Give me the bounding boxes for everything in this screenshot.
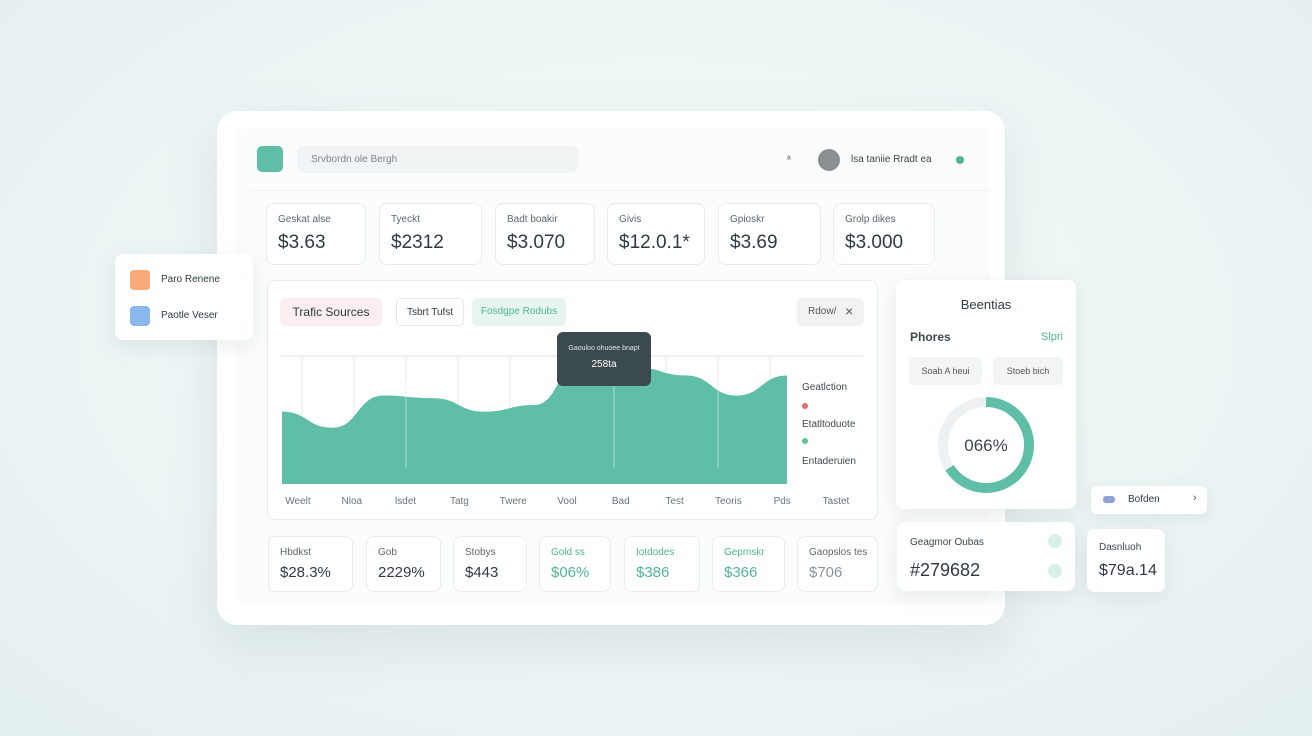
x-tick-label: Nloa [342,496,363,507]
action-button[interactable]: Rdow/ [797,298,864,326]
x-tick-label: Test [665,496,684,507]
summary-value: #279682 [910,560,981,580]
stat-value: $12.0.1* [619,232,690,253]
stat-card [379,203,482,265]
stat-value: $3.070 [507,232,566,253]
menu-item[interactable]: Paro Renene [161,274,220,285]
metric-label: Gold ss [551,547,585,558]
metric-label: Stobys [465,547,496,558]
metric-value: 2229% [378,564,425,581]
x-tick-label: Tastet [823,496,850,507]
close-icon: × [845,303,854,319]
x-tick-label: Teoris [715,496,742,507]
x-tick-label: lsdet [395,496,416,507]
metric-label: Iotdodes [636,547,675,558]
x-tick-label: Tatg [450,496,469,507]
area [282,355,787,484]
mini-value: $79a.14 [1099,562,1157,579]
stat-label: Gpioskr [730,214,765,225]
summary-label: Geagmor Oubas [910,537,984,548]
panel-button[interactable]: Soab A heui [909,357,982,385]
stat-label: Badt boakir [507,214,558,225]
stat-value: $3.63 [278,232,326,253]
metric-label: Gob [378,547,397,558]
check [1048,564,1062,578]
divider [250,190,988,191]
stat-card [718,203,821,265]
search-placeholder: Srvbordn ole Bergh [311,154,398,165]
metric-label: Hbdkst [280,547,312,558]
metric-card [712,536,785,592]
mini-label: Dasnluoh [1099,542,1142,553]
panel-title: Beentias [960,297,1012,312]
chevron: › [1193,492,1197,504]
panel-subtitle: Phores [910,330,951,344]
pill-icon [1103,496,1115,503]
tab[interactable]: Tsbrt Tufst [396,298,464,326]
menu-icon [130,270,150,290]
metric-card [797,536,878,592]
metric-card [366,536,441,592]
stat-label: Geskat alse [278,214,331,225]
legend-entry: Etatltoduote [802,419,856,430]
status-dot [956,156,964,164]
metric-value: $366 [724,564,758,581]
side-panel [896,280,1076,509]
x-tick-label: Pds [774,496,791,507]
side-menu [115,254,253,340]
x-tick-label: Vool [557,496,576,507]
metric-card [624,536,700,592]
stat-value: $3.69 [730,232,778,253]
stat-label: Givis [619,214,642,225]
stat-label: Tyeckt [391,214,420,225]
panel-button[interactable]: Stoeb bich [993,357,1063,385]
app-icon[interactable] [257,146,283,172]
metric-value: $443 [465,564,499,581]
donut [938,397,1034,493]
donut-label: 066% [964,436,1008,455]
tab[interactable]: Trafic Sources [280,298,382,326]
menu-icon [130,306,150,326]
stat-value: $2312 [391,232,444,253]
check [1048,534,1062,548]
tooltip-title: Gaouloo ohuoee bnapt [568,345,640,352]
metric-value: $06% [551,564,590,581]
stat-value: $3.000 [845,232,904,253]
stat-card [495,203,595,265]
metric-value: $386 [636,564,670,581]
metric-card [453,536,527,592]
metric-label: Gepmskr [724,547,765,558]
metric-card [268,536,353,592]
x-tick-label: Bad [612,496,630,507]
legend-dot [802,403,808,409]
metric-value: $706 [809,564,843,581]
x-tick-label: Twere [500,496,528,507]
tooltip-value: 258ta [591,359,617,370]
summary-card [897,522,1075,591]
avatar[interactable] [818,149,840,171]
search-box[interactable] [297,146,578,173]
x-tick-label: Weelt [285,496,311,507]
donut-arc [938,397,1034,493]
user-name: lsa taniie Rradt ea [851,154,932,165]
stat-card [266,203,366,265]
badge[interactable]: ᵃ [787,154,791,165]
stat-label: Grolp dikes [845,214,896,225]
tab[interactable]: Fosdgpe Rodubs [472,298,566,326]
stat-card [607,203,705,265]
stat-card [833,203,935,265]
legend-entry: Entaderuien [802,456,856,467]
legend-dot [802,438,808,444]
menu-item[interactable]: Paotle Veser [161,310,218,321]
tooltip [557,332,651,386]
legend-entry: Geatlction [802,382,848,393]
panel-link[interactable]: Slpri [1040,331,1063,343]
metric-label: Gaopslos tes [809,547,868,558]
mini-card [1087,529,1165,592]
metric-card [539,536,611,592]
pill-label: Bofden [1128,494,1160,505]
metric-value: $28.3% [280,564,331,581]
